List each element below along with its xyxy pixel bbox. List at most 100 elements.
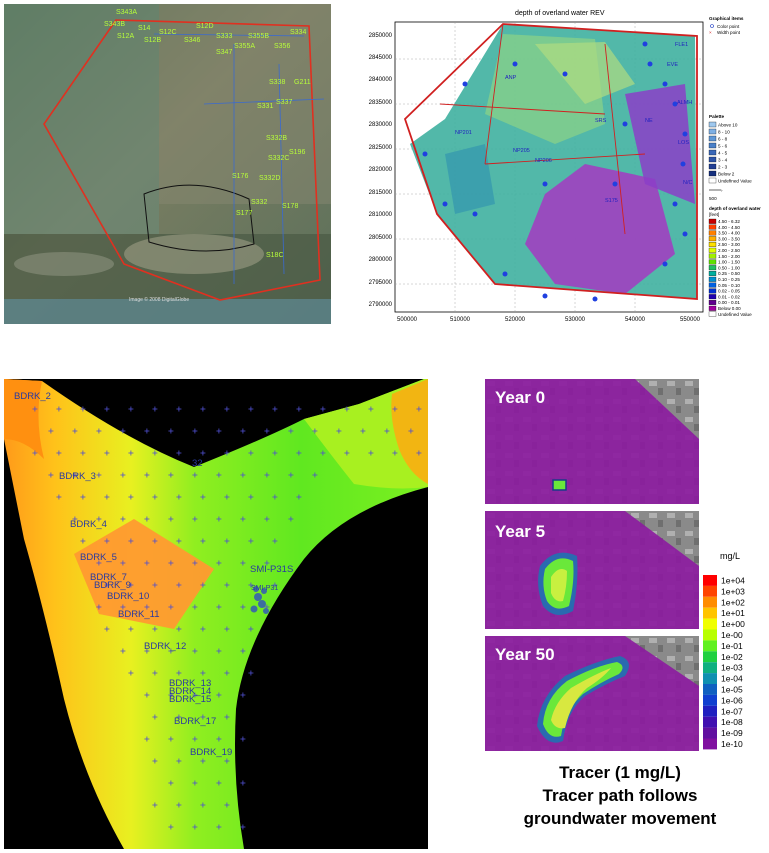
legend-item: Color point: [717, 24, 740, 29]
well-labels: FLE1 EVE ANP NP201 NP205 NP206 LOS ALMH …: [455, 42, 693, 204]
year-50-map: Year 50: [485, 636, 699, 751]
depth-label: 0.02 - 0.05: [718, 289, 740, 294]
bedrock-well-label: BDRK_2: [14, 391, 51, 402]
legend-swatch: [703, 705, 717, 717]
well-label: NP206: [535, 158, 552, 164]
well-label: SRS: [595, 118, 607, 124]
well-label: NP205: [513, 148, 530, 154]
depth-label: 3.00 - 3.50: [718, 236, 740, 241]
depth-label: 3.50 - 4.00: [718, 231, 740, 236]
y-tick: 2845000: [369, 55, 393, 61]
map-legend: Graphical items Color point × Width poin…: [708, 16, 761, 317]
year-5-map: Year 5: [485, 511, 699, 629]
year-label: Year 50: [495, 645, 555, 664]
y-tick: 2835000: [369, 100, 393, 106]
station-label: S12D: [196, 23, 214, 30]
legend-swatch: [703, 716, 717, 728]
palette-title: Palette: [709, 114, 725, 119]
legend-label: 1e+04: [721, 576, 745, 586]
image-credit: Image © 2008 DigitalGlobe: [129, 296, 189, 303]
station-label: S12A: [117, 33, 134, 40]
bedrock-well-label: BDRK_14: [169, 686, 211, 697]
bedrock-well-label: BDRK_17: [174, 716, 216, 727]
palette-label: 8 - 10: [718, 130, 730, 135]
legend-label: 1e-09: [721, 728, 743, 738]
x-tick: 540000: [625, 317, 646, 323]
tracer-panel: Year 0 Year 5 Year 50 mg/L 1e+04 1e+03 1e+…: [485, 379, 765, 751]
tracer-caption-line-1: Tracer (1 mg/L): [559, 763, 681, 782]
station-label: S343B: [104, 21, 125, 28]
depth-label: 0.01 - 0.02: [718, 294, 740, 299]
grid-node-markers: [32, 406, 422, 830]
graphical-items-title: Graphical items: [709, 16, 744, 21]
bedrock-well-label: BDRK_7: [90, 572, 127, 583]
palette-swatch: [708, 128, 717, 135]
legend-label: 1e-07: [721, 706, 743, 716]
satellite-map: S343A S343B S12A S14 S12B S12C S12D S346…: [4, 4, 331, 324]
bedrock-well-label: BDRK_5: [80, 552, 117, 563]
x-axis-ticks: 500000 510000 520000 530000 540000 55000…: [397, 317, 701, 323]
depth-label: Undefined Value: [718, 312, 752, 317]
depth-label: 2.00 - 2.50: [718, 248, 740, 253]
bedrock-well-label: 32: [192, 458, 203, 469]
bedrock-well-label: BDRK_3: [59, 471, 96, 482]
depth-swatch: [708, 218, 717, 224]
palette-swatch: [708, 142, 717, 149]
station-label: S14: [138, 25, 151, 32]
depth-swatch: [708, 271, 717, 276]
year-label: Year 0: [495, 388, 545, 407]
well-label: NP201: [455, 130, 472, 136]
station-label: S12C: [159, 29, 177, 36]
tracer-caption-line-2: Tracer path follows: [542, 786, 698, 805]
y-tick: 2810000: [369, 212, 393, 218]
bedrock-well-label: SMI-P31: [251, 585, 278, 592]
y-tick: 2850000: [369, 33, 393, 39]
legend-label: 1e-02: [721, 652, 743, 662]
legend-label: 1e-04: [721, 674, 743, 684]
concentration-legend: mg/L 1e+041e+031e+021e+011e+001e-001e-01…: [703, 551, 745, 750]
y-tick: 2805000: [369, 235, 393, 241]
depth-label: 4.00 - 4.50: [718, 225, 740, 230]
depth-label: 0.10 - 0.25: [718, 277, 740, 282]
legend-swatch: [703, 607, 717, 619]
bedrock-well-label: BDRK_12: [144, 641, 186, 652]
palette-label: Undefined Value: [718, 179, 752, 184]
depth-swatch: [708, 294, 717, 300]
x-tick: 510000: [450, 317, 471, 323]
well-label: S175: [605, 198, 618, 204]
station-label: S332: [251, 199, 267, 206]
depth-swatch: [708, 265, 717, 271]
well-label: ANP: [505, 75, 517, 81]
overland-water-map: depth of overland water REV: [369, 10, 761, 323]
y-tick: 2830000: [369, 122, 393, 128]
depth-label: 4.50 - 6.32: [718, 219, 740, 224]
palette-label: 6 - 8: [718, 137, 728, 142]
satellite-map-panel: S343A S343B S12A S14 S12B S12C S12D S346…: [4, 4, 331, 324]
palette-label: Below 2: [718, 172, 735, 177]
legend-swatch: [703, 694, 717, 706]
station-label: S177: [236, 210, 252, 217]
tracer-caption-line-3: groundwater movement: [523, 809, 717, 828]
depth-swatch: [708, 236, 717, 242]
legend-label: 1e+01: [721, 608, 745, 618]
year-label: Year 5: [495, 522, 545, 541]
depth-swatch: [708, 230, 717, 236]
legend-label: 1e-03: [721, 663, 743, 673]
station-label: S346: [184, 37, 200, 44]
bedrock-well-label: BDRK_11: [118, 609, 160, 620]
bedrock-model-map: BDRK_2 BDRK_3 BDRK_4 BDRK_5 BDRK_7 BDRK_…: [4, 379, 428, 849]
legend-swatch: [703, 618, 717, 630]
station-label: S337: [276, 99, 292, 106]
well-label: EVE: [667, 62, 678, 68]
legend-swatch: [703, 727, 717, 739]
legend-label: 1e+02: [721, 597, 745, 607]
depth-swatch: [708, 288, 717, 294]
bedrock-labels: BDRK_2 BDRK_3 BDRK_4 BDRK_5 BDRK_7 BDRK_…: [14, 391, 293, 758]
legend-label: 1e-08: [721, 717, 743, 727]
y-axis-ticks: 2850000 2845000 2840000 2835000 2830000 …: [369, 33, 393, 308]
depth-label: 0.05 - 0.10: [718, 283, 740, 288]
legend-swatch: [703, 596, 717, 608]
station-label: S338: [269, 79, 285, 86]
depth-label: 1.00 - 1.50: [718, 260, 740, 265]
palette-label: 5 - 6: [718, 144, 728, 149]
